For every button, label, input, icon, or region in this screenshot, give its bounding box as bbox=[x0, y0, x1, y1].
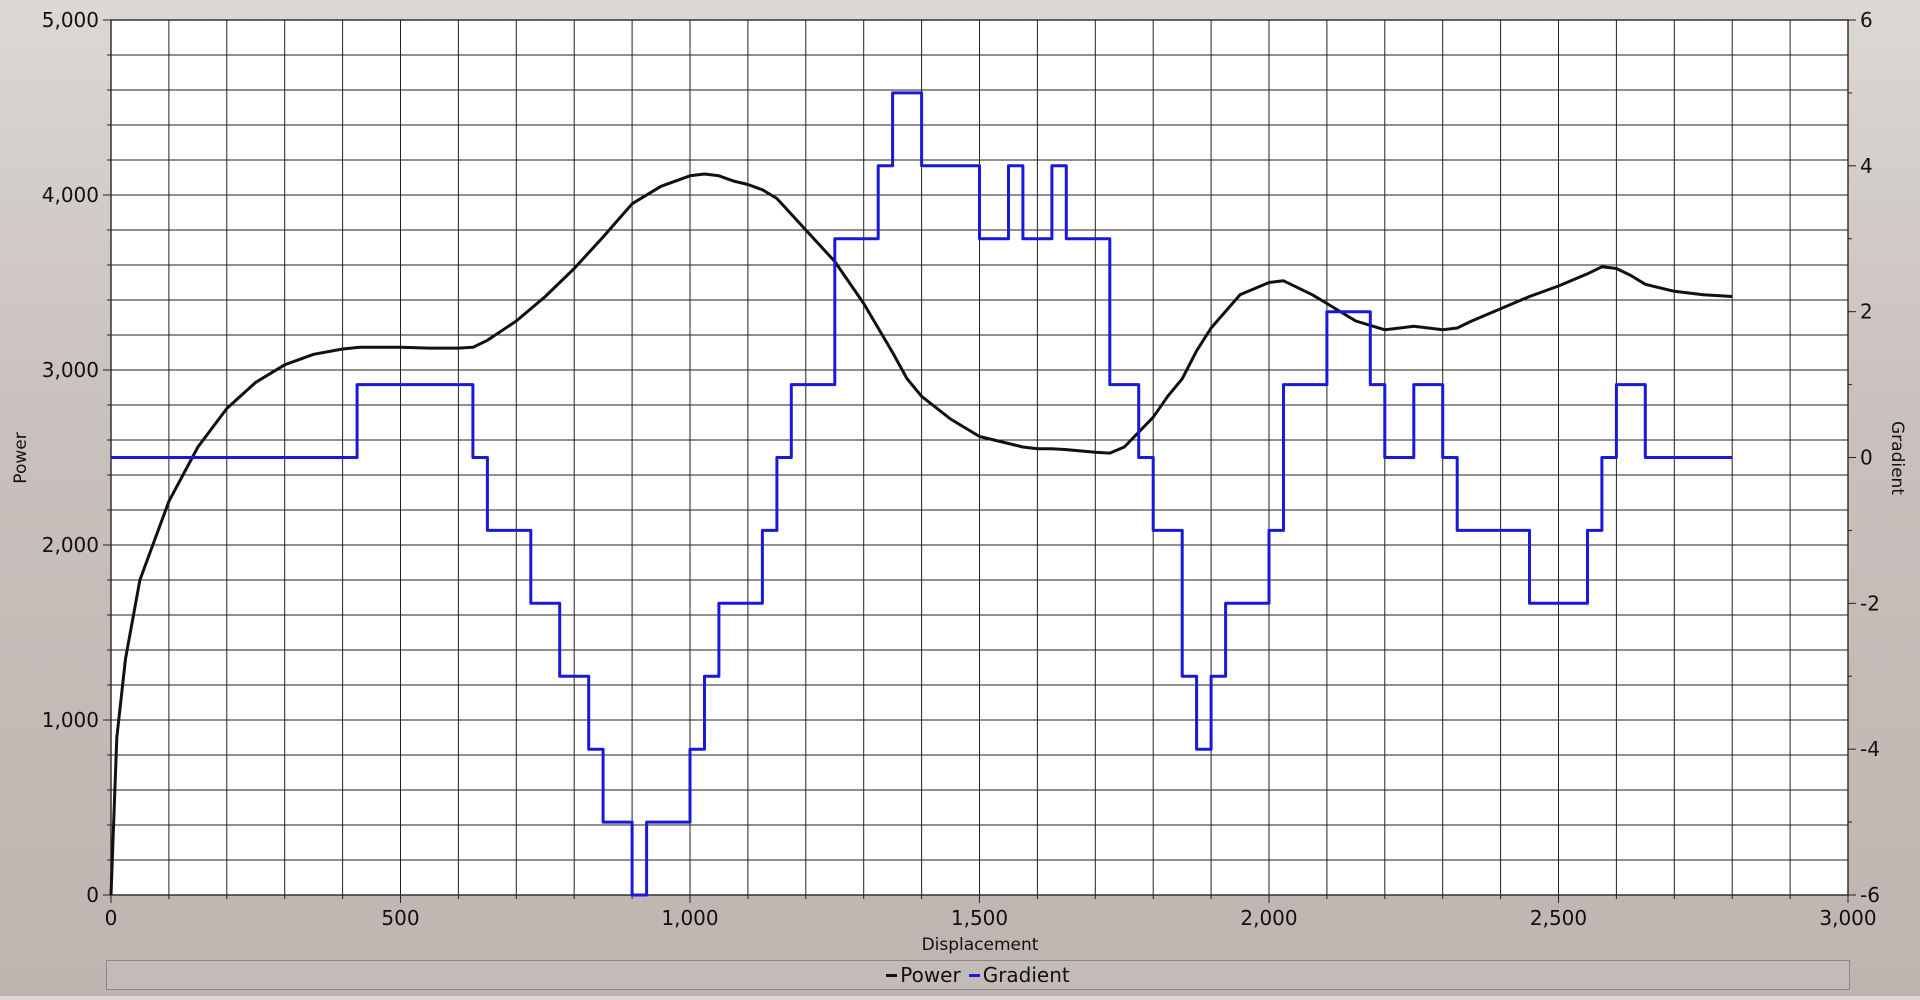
legend-label-power: Power bbox=[900, 963, 961, 987]
y-tick-label: 5,000 bbox=[42, 8, 99, 32]
y-tick-label: 0 bbox=[86, 883, 99, 907]
y2-tick-label: 6 bbox=[1860, 8, 1873, 32]
series-lines bbox=[109, 91, 1733, 897]
legend: Power Gradient bbox=[106, 960, 1850, 990]
y2-tick-label: 2 bbox=[1860, 300, 1873, 324]
legend-entry-power: Power bbox=[886, 963, 961, 987]
legend-swatch-gradient bbox=[968, 973, 980, 977]
y2-tick-label: -4 bbox=[1860, 737, 1880, 761]
y-tick-label: 1,000 bbox=[42, 708, 99, 732]
x-tick-label: 500 bbox=[381, 906, 419, 930]
y-tick-label: 3,000 bbox=[42, 358, 99, 382]
y-tick-label: 4,000 bbox=[42, 183, 99, 207]
x-tick-label: 0 bbox=[105, 906, 118, 930]
x-tick-label: 2,500 bbox=[1530, 906, 1587, 930]
grid-lines bbox=[111, 20, 1848, 895]
x-tick-label: 1,500 bbox=[951, 906, 1008, 930]
legend-label-gradient: Gradient bbox=[982, 963, 1070, 987]
legend-entry-gradient: Gradient bbox=[968, 963, 1070, 987]
x-tick-label: 3,000 bbox=[1819, 906, 1876, 930]
series-line-power bbox=[109, 172, 1733, 896]
legend-swatch-power bbox=[886, 973, 898, 977]
x-tick-label: 1,000 bbox=[661, 906, 718, 930]
x-axis-title: Displacement bbox=[922, 935, 1039, 955]
y2-tick-label: 0 bbox=[1860, 446, 1873, 470]
axes: 0 500 1,000 1,500 2,000 2,500 3,000 0 1,000 2,000… bbox=[42, 8, 1880, 930]
y2-tick-label: 4 bbox=[1860, 154, 1873, 178]
series-line-gradient bbox=[111, 91, 1733, 897]
y2-axis-title: Gradient bbox=[1887, 421, 1907, 495]
y-axis-title: Power bbox=[11, 432, 31, 483]
y-tick-label: 2,000 bbox=[42, 533, 99, 557]
y2-tick-label: -6 bbox=[1860, 883, 1880, 907]
x-tick-label: 2,000 bbox=[1240, 906, 1297, 930]
y2-tick-label: -2 bbox=[1860, 591, 1880, 615]
